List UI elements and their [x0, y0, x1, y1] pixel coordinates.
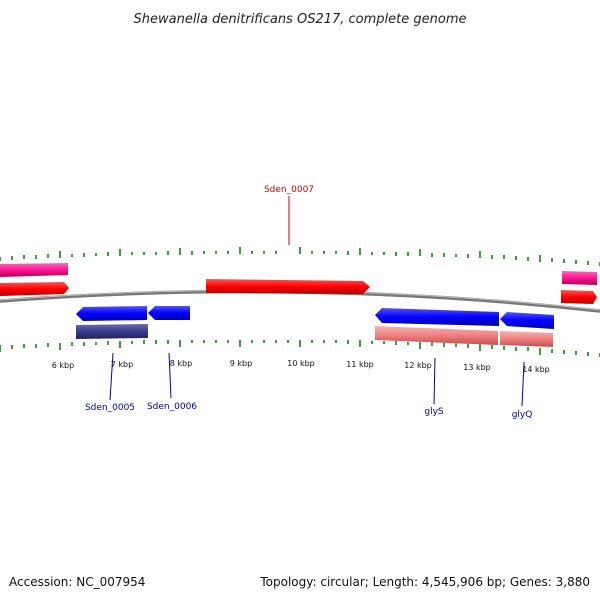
leader-sden-0005 — [109, 352, 114, 401]
gene-label-glyq[interactable]: glyQ — [512, 410, 533, 420]
tick-row-upper — [0, 247, 600, 266]
cds-feature-sden-0007[interactable] — [206, 279, 370, 294]
cds-feature-sden-0005[interactable] — [76, 306, 147, 321]
cds-feature-glyq[interactable] — [500, 312, 554, 329]
tick-label-12kbp: 12 kbp — [404, 361, 432, 370]
gene-feature-glyq[interactable] — [500, 331, 553, 347]
gene-label-glys[interactable]: glyS — [424, 407, 444, 417]
leader-glys — [433, 357, 436, 405]
tick-label-10kbp: 10 kbp — [287, 359, 315, 368]
gene-feature-forward-left[interactable] — [0, 263, 68, 277]
cds-feature-sden-0006[interactable] — [148, 306, 190, 320]
tick-labels: 6 kbp 7 kbp 8 kbp 9 kbp 10 kbp 11 kbp 12… — [52, 359, 550, 374]
gene-feature-forward-right[interactable] — [562, 271, 597, 285]
tick-label-8kbp: 8 kbp — [170, 359, 192, 368]
tick-label-14kbp: 14 kbp — [522, 365, 550, 374]
gene-label-sden-0005[interactable]: Sden_0005 — [85, 403, 135, 413]
leader-sden-0006 — [168, 352, 172, 399]
genome-summary-text: Topology: circular; Length: 4,545,906 bp… — [259, 575, 590, 589]
gene-label-sden-0006[interactable]: Sden_0006 — [147, 402, 197, 412]
accession-text: Accession: NC_007954 — [9, 575, 145, 589]
map-title: Shewanella denitrificans OS217, complete… — [134, 12, 467, 27]
tick-label-11kbp: 11 kbp — [346, 360, 374, 369]
tick-label-7kbp: 7 kbp — [111, 360, 133, 369]
cds-feature-forward-right[interactable] — [561, 290, 597, 304]
tick-row-lower — [0, 340, 600, 357]
tick-label-9kbp: 9 kbp — [230, 359, 252, 368]
leader-glyq — [521, 361, 525, 407]
cds-feature-glys[interactable] — [375, 308, 499, 326]
gene-label-sden-0007[interactable]: Sden_0007 — [264, 185, 314, 195]
tick-label-6kbp: 6 kbp — [52, 361, 74, 370]
cds-feature-forward-left[interactable] — [0, 282, 69, 296]
tick-label-13kbp: 13 kbp — [463, 363, 491, 372]
gene-feature-glys[interactable] — [375, 326, 498, 345]
gene-feature-sden-0005[interactable] — [76, 324, 148, 339]
